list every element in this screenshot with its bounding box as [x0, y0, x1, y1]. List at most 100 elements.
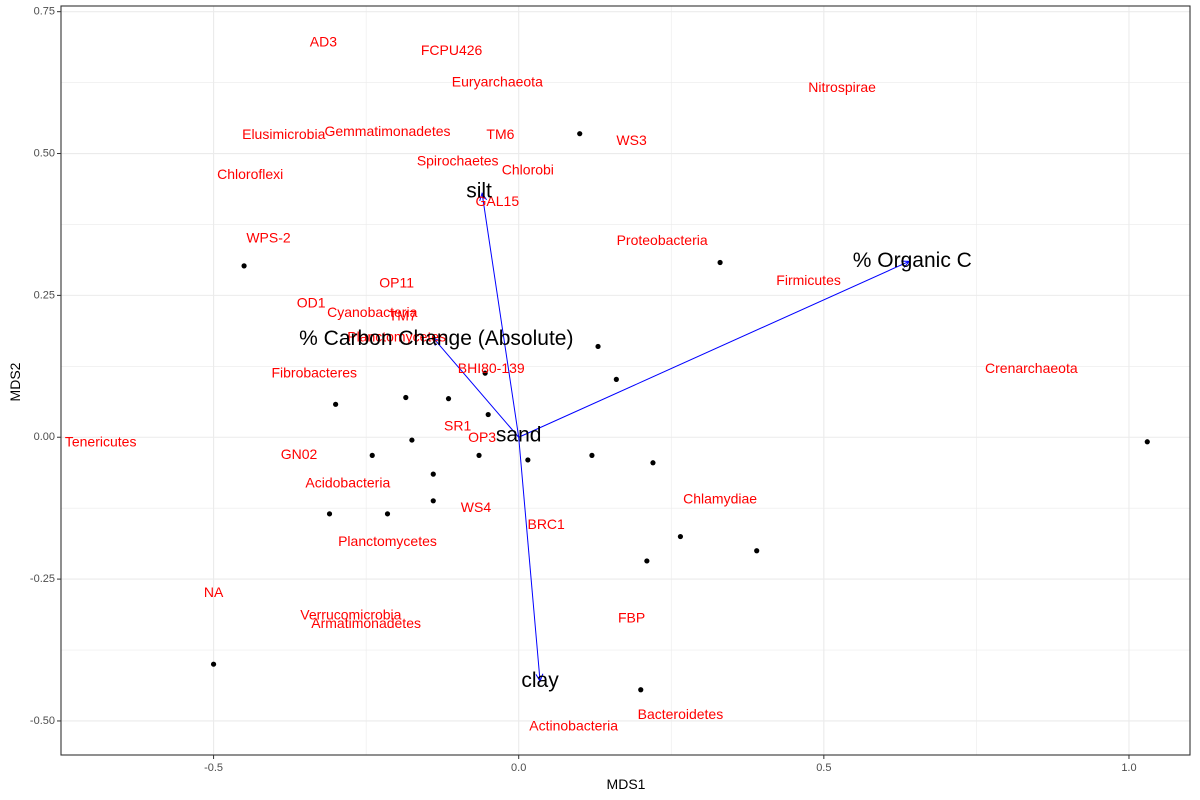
species-label: SR1	[444, 418, 471, 434]
site-point	[210, 661, 217, 667]
species-label: Chloroflexi	[217, 166, 283, 182]
species-label: Chlorobi	[502, 161, 554, 177]
site-point	[525, 457, 531, 463]
species-label: Elusimicrobia	[242, 126, 325, 142]
env-vector-label: sand	[496, 424, 542, 447]
species-label: GN02	[281, 446, 318, 462]
site-point	[384, 511, 391, 517]
site-point	[644, 558, 650, 564]
species-label: WS3	[616, 132, 647, 148]
panel-rect	[61, 6, 1190, 755]
site-point	[650, 460, 656, 466]
species-label: BHI80-139	[458, 360, 525, 376]
x-tick-label: 0.0	[511, 762, 526, 774]
panel-border	[60, 5, 1191, 756]
x-tick-label: 1.0	[1121, 762, 1136, 774]
env-vector-arrowhead	[479, 192, 488, 202]
minor-gridlines	[61, 6, 1190, 755]
env-vector-arrowhead	[535, 673, 544, 683]
site-point	[589, 452, 595, 458]
species-label: Verrucomicrobia	[300, 607, 401, 623]
site-point	[241, 263, 247, 269]
species-label: Tenericutes	[65, 434, 137, 450]
species-label: Planctomycetes	[347, 329, 446, 345]
y-tick-label: 0.25	[34, 289, 55, 301]
species-label: GAL15	[476, 193, 520, 209]
species-label: BRC1	[527, 516, 565, 532]
env-vector-arrow	[518, 260, 910, 438]
site-point	[485, 411, 491, 418]
site-point	[369, 452, 375, 458]
site-point	[638, 687, 644, 693]
env-vector-label: % Carbon Change (Absolute)	[299, 327, 573, 350]
y-tick-label: 0.00	[34, 431, 55, 443]
site-point	[482, 370, 488, 376]
species-label: AD3	[310, 34, 337, 50]
species-label: WS4	[461, 499, 492, 515]
x-tick-label: -0.5	[204, 762, 223, 774]
site-point	[403, 394, 409, 401]
site-point	[430, 471, 436, 477]
env-vector-arrowhead	[901, 260, 911, 268]
x-axis-title: MDS1	[607, 776, 646, 792]
species-label: FCPU426	[421, 42, 483, 58]
major-gridlines	[61, 6, 1190, 755]
species-label: OD1	[297, 295, 326, 311]
species-label: Firmicutes	[776, 272, 841, 288]
panel-frame	[60, 5, 1191, 756]
env-vector-labels: silt % Organic C % Carbon Change (Absolute…	[299, 180, 972, 692]
species-label: OP11	[379, 275, 414, 291]
species-label: Bacteroidetes	[638, 706, 724, 722]
species-label: Armatimonadetes	[311, 615, 421, 631]
site-point	[333, 401, 339, 407]
species-label: WPS-2	[246, 229, 291, 245]
site-point	[717, 259, 723, 266]
species-label: OP3	[468, 429, 496, 445]
env-vector-arrowhead	[432, 337, 441, 346]
site-point	[754, 548, 760, 554]
site-point	[476, 452, 482, 458]
y-tick-label: 0.75	[34, 6, 55, 18]
species-label: TM6	[486, 126, 514, 142]
species-label: Proteobacteria	[617, 232, 708, 248]
env-vector-label: % Organic C	[853, 249, 972, 272]
x-tick-label: 0.5	[816, 762, 831, 774]
species-label: Chlamydiae	[683, 490, 757, 506]
x-axis-ticks: -0.5 0.0 0.5 1.0	[204, 755, 1137, 774]
env-vector-label: silt	[466, 180, 492, 203]
site-point	[613, 376, 619, 382]
site-points	[210, 131, 1150, 693]
y-axis-ticks: -0.50 -0.25 0.00 0.25 0.50 0.75	[30, 6, 61, 727]
site-point	[677, 533, 684, 540]
site-point	[326, 511, 333, 517]
y-axis-title: MDS2	[7, 362, 23, 401]
site-point	[409, 437, 415, 443]
species-labels: AD3 FCPU426 Euryarchaeota Nitrospirae Elusim…	[65, 34, 1078, 734]
y-tick-label: 0.50	[34, 147, 55, 159]
site-point	[595, 343, 601, 350]
env-vector-arrow	[432, 337, 520, 438]
species-label: Gemmatimonadetes	[324, 123, 450, 139]
y-tick-label: -0.50	[30, 715, 55, 727]
species-label: FBP	[618, 610, 645, 626]
species-label: Actinobacteria	[529, 717, 618, 733]
env-vector-arrow	[518, 437, 541, 682]
site-point	[430, 498, 436, 504]
species-label: Nitrospirae	[808, 79, 876, 95]
species-label: Planctomycetes	[338, 533, 437, 549]
y-tick-label: -0.25	[30, 573, 55, 585]
species-label: NA	[204, 584, 224, 600]
species-label: Crenarchaeota	[985, 360, 1078, 376]
species-label: Cyanobacteria	[327, 304, 417, 320]
environmental-vectors	[432, 192, 911, 683]
panel-background	[61, 6, 1190, 755]
site-point	[577, 131, 583, 137]
env-vector-label: clay	[521, 669, 559, 692]
species-label: Euryarchaeota	[452, 73, 543, 89]
species-label: Fibrobacteres	[271, 364, 357, 380]
site-point	[1144, 439, 1150, 445]
site-point	[445, 396, 452, 402]
env-vector-arrow	[481, 193, 520, 438]
species-label: Acidobacteria	[305, 474, 390, 490]
